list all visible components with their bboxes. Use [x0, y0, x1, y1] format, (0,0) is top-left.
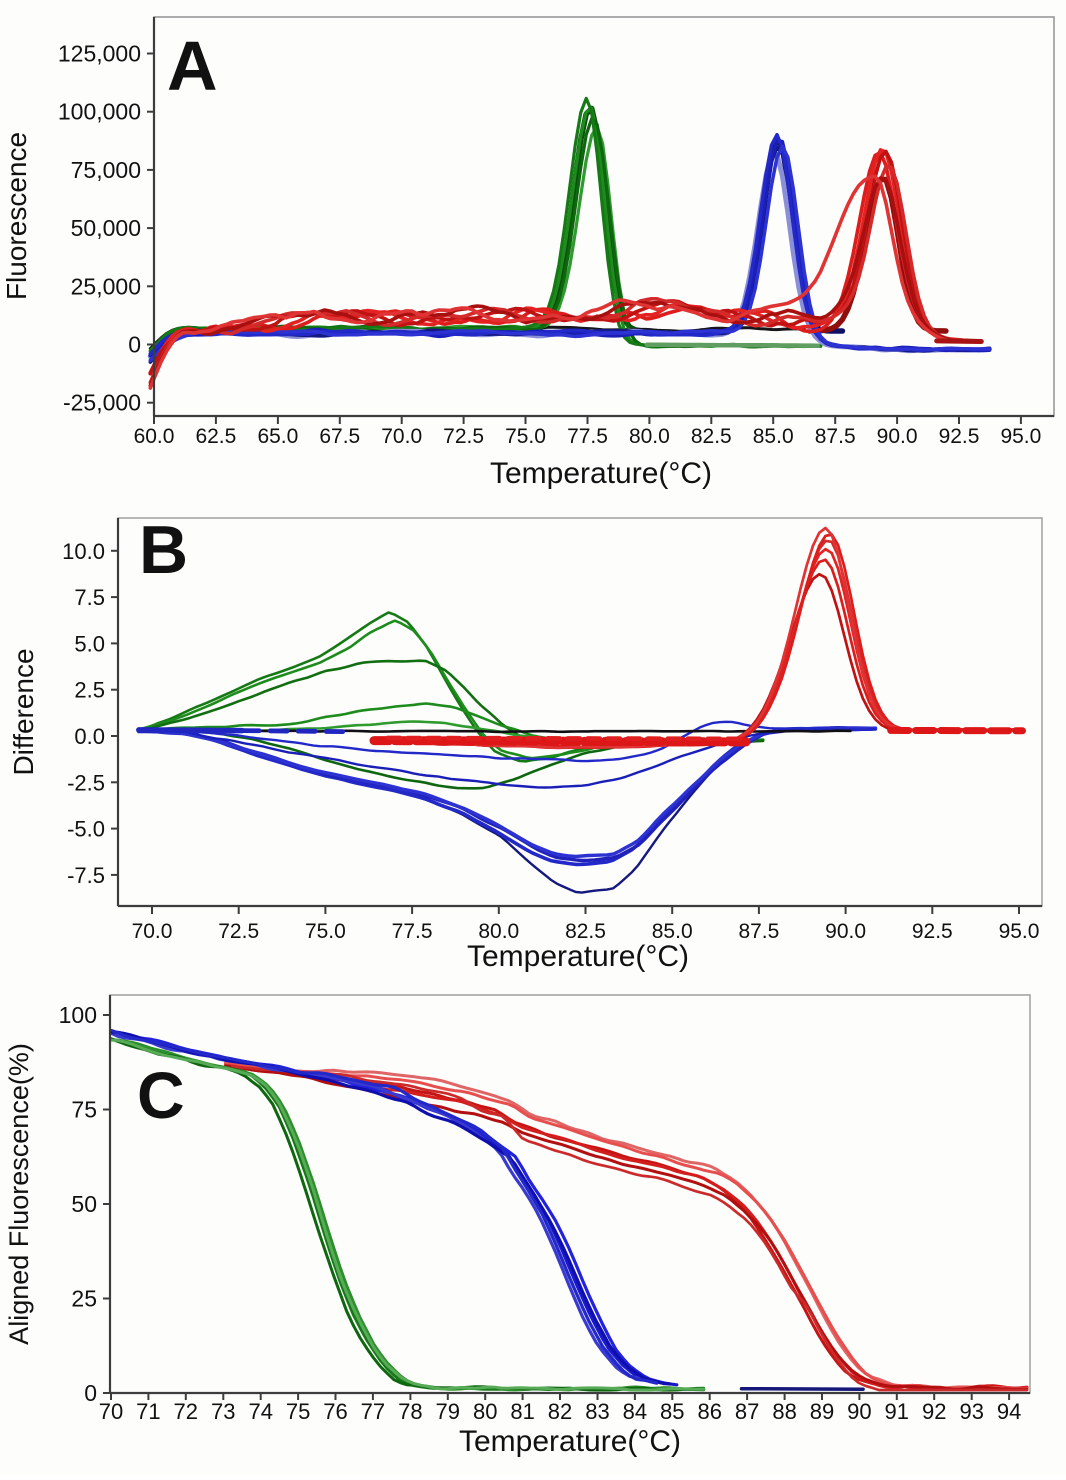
svg-text:10.0: 10.0 — [62, 539, 105, 564]
svg-text:75: 75 — [286, 1399, 310, 1424]
svg-text:81: 81 — [510, 1399, 534, 1424]
svg-text:92.5: 92.5 — [912, 920, 953, 943]
svg-text:2.5: 2.5 — [74, 678, 105, 703]
svg-text:C: C — [137, 1058, 185, 1132]
svg-text:-2.5: -2.5 — [67, 770, 105, 795]
svg-text:77.5: 77.5 — [567, 425, 608, 448]
svg-text:72.5: 72.5 — [443, 425, 484, 448]
svg-text:86: 86 — [697, 1399, 721, 1424]
svg-text:70.0: 70.0 — [132, 920, 173, 943]
svg-text:74: 74 — [248, 1399, 272, 1424]
svg-text:0: 0 — [84, 1380, 97, 1406]
svg-text:78: 78 — [398, 1399, 422, 1424]
svg-text:80: 80 — [473, 1399, 497, 1424]
svg-text:80.0: 80.0 — [629, 425, 670, 448]
svg-text:83: 83 — [585, 1399, 609, 1424]
svg-text:95.0: 95.0 — [1000, 425, 1041, 448]
svg-text:80.0: 80.0 — [478, 920, 519, 943]
svg-text:-7.5: -7.5 — [67, 863, 105, 888]
svg-text:100: 100 — [59, 1002, 97, 1028]
svg-text:90: 90 — [847, 1399, 871, 1424]
svg-text:82.5: 82.5 — [565, 920, 606, 943]
svg-text:82.5: 82.5 — [691, 425, 732, 448]
svg-text:77: 77 — [361, 1399, 385, 1424]
svg-text:B: B — [139, 512, 188, 588]
svg-text:91: 91 — [885, 1399, 909, 1424]
svg-text:70: 70 — [99, 1399, 123, 1424]
svg-text:93: 93 — [959, 1399, 983, 1424]
svg-text:77.5: 77.5 — [392, 920, 433, 943]
svg-text:90.0: 90.0 — [877, 425, 918, 448]
svg-text:Fluorescence: Fluorescence — [1, 132, 32, 300]
svg-text:67.5: 67.5 — [319, 425, 360, 448]
svg-text:94: 94 — [997, 1399, 1021, 1424]
svg-text:50: 50 — [71, 1191, 97, 1217]
svg-text:87.5: 87.5 — [815, 425, 856, 448]
svg-text:70.0: 70.0 — [381, 425, 422, 448]
svg-text:82: 82 — [548, 1399, 572, 1424]
svg-text:Temperature(°C): Temperature(°C) — [490, 457, 712, 490]
svg-text:87: 87 — [735, 1399, 759, 1424]
svg-text:0.0: 0.0 — [74, 724, 105, 749]
svg-text:73: 73 — [211, 1399, 235, 1424]
svg-text:50,000: 50,000 — [71, 215, 141, 241]
svg-text:62.5: 62.5 — [195, 425, 236, 448]
svg-text:75.0: 75.0 — [505, 425, 546, 448]
svg-text:84: 84 — [623, 1399, 647, 1424]
svg-text:89: 89 — [810, 1399, 834, 1424]
svg-text:-5.0: -5.0 — [67, 817, 105, 842]
svg-text:87.5: 87.5 — [738, 920, 779, 943]
svg-text:92.5: 92.5 — [939, 425, 980, 448]
svg-text:85.0: 85.0 — [753, 425, 794, 448]
svg-text:76: 76 — [323, 1399, 347, 1424]
svg-text:A: A — [167, 27, 218, 105]
svg-text:Temperature(°C): Temperature(°C) — [459, 1425, 681, 1458]
svg-text:Temperature(°C): Temperature(°C) — [467, 940, 689, 973]
svg-text:Difference: Difference — [8, 648, 39, 775]
svg-text:72.5: 72.5 — [218, 920, 259, 943]
svg-text:7.5: 7.5 — [74, 585, 105, 610]
svg-text:125,000: 125,000 — [58, 41, 141, 67]
svg-text:65.0: 65.0 — [257, 425, 298, 448]
svg-text:85.0: 85.0 — [652, 920, 693, 943]
svg-text:25: 25 — [71, 1286, 97, 1312]
svg-text:-25,000: -25,000 — [63, 390, 141, 416]
svg-text:79: 79 — [436, 1399, 460, 1424]
svg-text:5.0: 5.0 — [74, 631, 105, 656]
svg-text:92: 92 — [922, 1399, 946, 1424]
svg-text:71: 71 — [136, 1399, 160, 1424]
svg-text:100,000: 100,000 — [58, 99, 141, 125]
svg-text:75: 75 — [71, 1097, 97, 1123]
svg-text:75,000: 75,000 — [71, 157, 141, 183]
svg-text:60.0: 60.0 — [134, 425, 175, 448]
svg-text:25,000: 25,000 — [71, 273, 141, 299]
svg-text:72: 72 — [174, 1399, 198, 1424]
svg-text:75.0: 75.0 — [305, 920, 346, 943]
svg-text:90.0: 90.0 — [825, 920, 866, 943]
svg-text:0: 0 — [128, 332, 141, 358]
svg-text:85: 85 — [660, 1399, 684, 1424]
svg-text:88: 88 — [772, 1399, 796, 1424]
svg-text:95.0: 95.0 — [999, 920, 1040, 943]
svg-text:Aligned Fluorescence(%): Aligned Fluorescence(%) — [4, 1043, 34, 1345]
